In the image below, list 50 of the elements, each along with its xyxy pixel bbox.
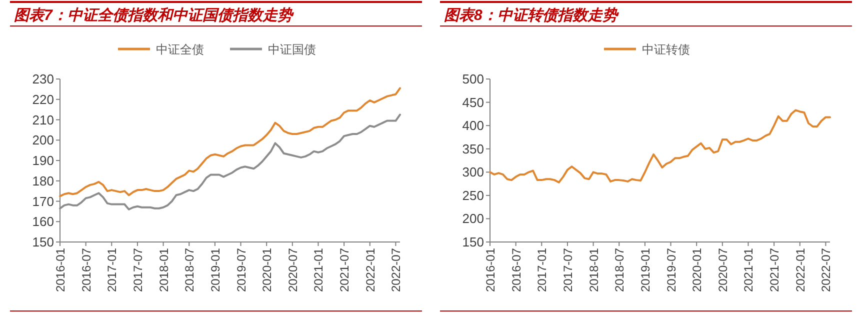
y-tick-label: 220 bbox=[32, 92, 54, 107]
y-tick-label: 190 bbox=[32, 153, 54, 168]
x-tick-label: 2018-01 bbox=[156, 248, 171, 292]
x-tick-label: 2020-01 bbox=[260, 248, 274, 292]
x-tick-label: 2019-07 bbox=[664, 248, 678, 292]
x-tick-label: 2016-07 bbox=[509, 248, 524, 292]
x-tick-label: 2017-07 bbox=[130, 248, 145, 292]
x-tick-label: 2022-01 bbox=[363, 248, 378, 292]
y-tick-label: 150 bbox=[32, 234, 54, 250]
chart-title: 图表7：中证全债指数和中证国债指数走势 bbox=[14, 7, 294, 24]
x-tick-label: 2018-07 bbox=[182, 248, 197, 292]
x-tick-label: 2019-01 bbox=[208, 248, 222, 292]
y-tick-label: 250 bbox=[462, 188, 484, 203]
y-tick-label: 300 bbox=[462, 164, 484, 180]
y-tick-label: 200 bbox=[462, 211, 484, 226]
legend-label: 中证全债 bbox=[156, 42, 204, 56]
x-tick-label: 2020-07 bbox=[286, 248, 300, 292]
x-tick-label: 2019-01 bbox=[638, 248, 652, 292]
chart-title: 图表8：中证转债指数走势 bbox=[444, 7, 620, 24]
y-tick-label: 230 bbox=[32, 72, 54, 86]
y-tick-label: 400 bbox=[462, 118, 484, 134]
legend-label: 中证国债 bbox=[268, 42, 316, 56]
x-tick-label: 2022-07 bbox=[819, 248, 834, 292]
x-tick-label: 2017-01 bbox=[105, 248, 120, 292]
y-tick-label: 180 bbox=[32, 173, 54, 188]
x-tick-label: 2019-07 bbox=[234, 248, 248, 292]
y-tick-label: 210 bbox=[32, 112, 54, 128]
y-tick-label: 350 bbox=[462, 141, 484, 156]
x-tick-label: 2017-07 bbox=[560, 248, 575, 292]
x-tick-label: 2022-01 bbox=[793, 248, 808, 292]
x-tick-label: 2016-01 bbox=[484, 248, 498, 292]
y-tick-label: 500 bbox=[462, 72, 484, 86]
x-tick-label: 2022-07 bbox=[389, 248, 404, 292]
x-tick-label: 2021-01 bbox=[742, 248, 756, 292]
y-tick-label: 170 bbox=[32, 194, 54, 209]
x-tick-label: 2018-07 bbox=[612, 248, 627, 292]
y-tick-label: 450 bbox=[462, 94, 484, 110]
x-tick-label: 2021-07 bbox=[768, 248, 782, 292]
y-tick-label: 200 bbox=[32, 132, 54, 148]
x-tick-label: 2020-01 bbox=[690, 248, 704, 292]
x-tick-label: 2016-07 bbox=[79, 248, 94, 292]
x-tick-label: 2021-01 bbox=[312, 248, 326, 292]
y-tick-label: 150 bbox=[462, 234, 484, 250]
x-tick-label: 2020-07 bbox=[716, 248, 730, 292]
x-tick-label: 2017-01 bbox=[535, 248, 550, 292]
y-tick-label: 160 bbox=[32, 214, 54, 230]
x-tick-label: 2021-07 bbox=[338, 248, 352, 292]
x-tick-label: 2018-01 bbox=[586, 248, 601, 292]
legend-label: 中证转债 bbox=[642, 42, 690, 56]
x-tick-label: 2016-01 bbox=[54, 248, 68, 292]
